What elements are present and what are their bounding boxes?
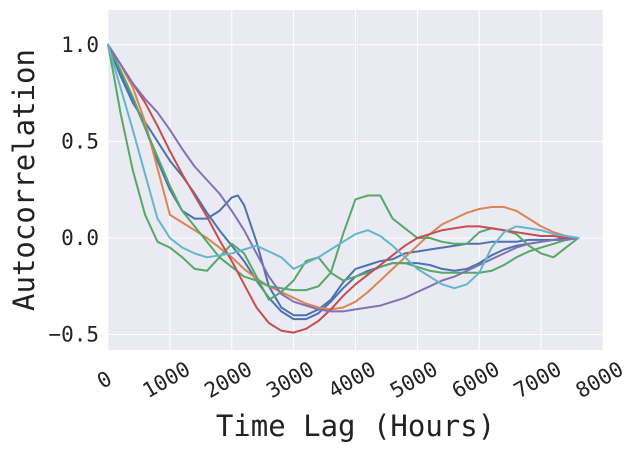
x-tick-label: 4000 bbox=[324, 357, 380, 403]
x-tick-label: 6000 bbox=[448, 357, 504, 403]
x-tick-label: 2000 bbox=[200, 357, 256, 403]
x-tick-label: 3000 bbox=[262, 357, 318, 403]
x-tick-label: 7000 bbox=[510, 357, 566, 403]
y-tick-label: −0.5 bbox=[48, 323, 99, 347]
x-tick-label: 5000 bbox=[386, 357, 442, 403]
y-tick-label: 1.0 bbox=[61, 33, 99, 57]
grid-lines bbox=[107, 10, 604, 350]
x-tick-label: 1000 bbox=[138, 357, 194, 403]
series-line-7 bbox=[107, 43, 580, 313]
y-tick-label: 0.0 bbox=[61, 226, 99, 250]
series-line-8 bbox=[107, 43, 580, 290]
x-tick-label: 8000 bbox=[572, 357, 628, 403]
y-tick-label: 0.5 bbox=[61, 129, 99, 153]
series-line-5 bbox=[107, 43, 580, 301]
y-tick-labels: 1.0 0.5 0.0 −0.5 bbox=[48, 33, 99, 347]
series-line-1 bbox=[107, 43, 580, 317]
series-line-6 bbox=[107, 43, 580, 334]
series-lines bbox=[107, 43, 580, 334]
x-tick-label: 0 bbox=[93, 366, 116, 393]
series-line-3 bbox=[107, 43, 580, 311]
x-tick-labels: 0 1000 2000 3000 4000 5000 6000 7000 8000 bbox=[93, 357, 627, 403]
y-axis-label: Autocorrelation bbox=[7, 49, 41, 311]
x-axis-label: Time Lag (Hours) bbox=[216, 409, 495, 443]
